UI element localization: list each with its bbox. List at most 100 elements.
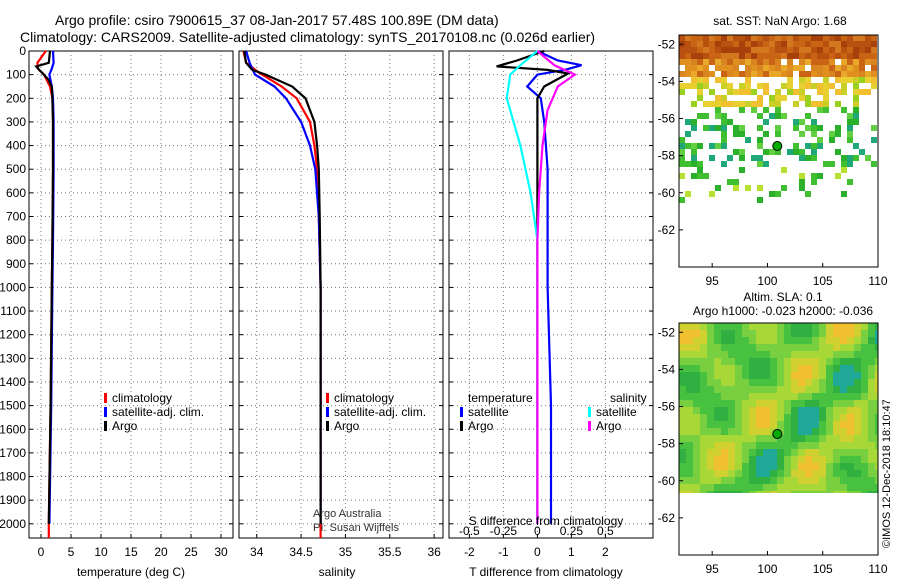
sst-map-cell [841,155,847,161]
sla-map-cell [749,428,756,435]
sla-map-cell [679,442,686,449]
sla-map-cell [805,386,812,393]
sla-map-cell [819,365,826,372]
sst-map-cell [679,71,685,77]
sst-map-cell [841,71,847,77]
sla-map-cell [826,407,833,414]
sst-map-cell [757,65,763,71]
sst-map-cell [871,77,877,83]
sla-map-cell [763,456,770,463]
sla-map-cell [847,456,854,463]
difference-panel: -2 -1 0 1 2 -0.5 -0.25 0 0.25 0.5 S difference fr… [448,49,654,579]
sla-map-cell [875,428,878,435]
sla-map-cell [861,344,868,351]
sst-map-cell [739,149,745,155]
sst-map-cell [727,71,733,77]
map-y-tick-label: -54 [658,74,676,88]
sla-map-cell [861,477,868,484]
sla-map-cell [686,435,693,442]
sla-map-cell [840,421,847,428]
sla-map-cell [777,435,784,442]
sst-map-cell [859,77,865,83]
sla-map-cell [826,414,833,421]
sst-map-cell [691,161,697,167]
sla-map-cell [861,442,868,449]
sla-map-cell [707,470,714,477]
sst-map-cell [823,65,829,71]
sla-map-cell [742,484,749,491]
legend-swatch-argo [104,421,107,431]
sla-map-subtitle: Argo h1000: -0.023 h2000: -0.036 [693,304,873,318]
sst-map-cell [799,47,805,53]
sst-map-cell [781,41,787,47]
sst-map-cell [697,71,703,77]
sla-map-cell [826,400,833,407]
sst-map-cell [685,161,691,167]
figure-title-line1: Argo profile: csiro 7900615_37 08-Jan-20… [55,12,499,28]
sst-map-cell [853,113,859,119]
sla-map-cell [679,428,686,435]
sst-map-cell [721,77,727,83]
sla-map-cell [784,400,791,407]
sla-map-cell [686,456,693,463]
sla-map-cell [875,414,878,421]
sst-map-cell [685,65,691,71]
sst-map-cell [745,71,751,77]
sla-map-cell [679,386,686,393]
sla-map-cell [812,407,819,414]
sst-map-cell [847,155,853,161]
sla-map-cell [742,386,749,393]
sst-map-cell [697,173,703,179]
sla-map-cell [728,400,735,407]
sla-map-cell [868,386,875,393]
sla-map-cell [714,337,721,344]
sla-map-cell [770,491,777,493]
sst-map-cell [709,47,715,53]
sla-map-cell [707,337,714,344]
sla-map-cell [714,386,721,393]
sla-map-cell [833,484,840,491]
sst-map-cell [859,53,865,59]
sst-map-cell [847,47,853,53]
sst-map-cell [763,41,769,47]
sla-map-cell [749,470,756,477]
sla-map-cell [854,393,861,400]
sst-map-cell [859,41,865,47]
sla-map-cell [700,344,707,351]
sst-map-cell [871,137,877,143]
sst-map-cell [781,83,787,89]
sla-map-cell [805,428,812,435]
sst-map-cell [715,41,721,47]
sla-map-cell [791,442,798,449]
sla-map-cell [854,386,861,393]
sla-map-cell [756,337,763,344]
sla-map-frame [678,322,879,556]
sst-map-cell [733,59,739,65]
sla-map-cell [728,491,735,493]
sla-map-cell [707,428,714,435]
sla-map-cell [735,365,742,372]
sla-map-cell [798,344,805,351]
sst-map-cell [739,101,745,107]
sla-map-cell [812,442,819,449]
legend-label-climatology: climatology [112,391,172,405]
sst-map-cell [787,89,793,95]
sst-map-cell [781,53,787,59]
sst-map-frame [678,34,879,268]
sla-map-cell [826,491,833,493]
sla-map-cell [847,358,854,365]
sla-map-cell [742,372,749,379]
sst-map-cell [775,113,781,119]
depth-tick-label: 2000 [0,517,26,531]
sst-map-cell [697,77,703,83]
sst-map-cell [853,107,859,113]
sla-map-cell [693,323,700,330]
sla-map-cell [742,470,749,477]
sla-map-cell [742,456,749,463]
sla-map-cell [868,400,875,407]
sst-map-cell [829,71,835,77]
x-tick-label: 0 [38,545,45,559]
depth-tick-label: 900 [6,257,26,271]
depth-tick-label: 1600 [0,422,26,436]
sst-map-cell [775,95,781,101]
